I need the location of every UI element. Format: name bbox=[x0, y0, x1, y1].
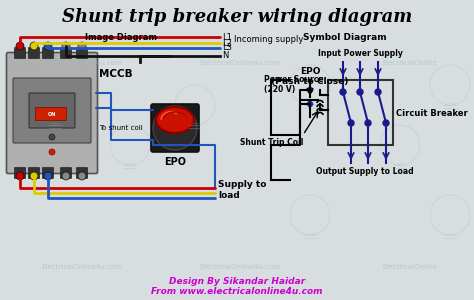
Circle shape bbox=[30, 42, 38, 50]
Text: ElectricalOnline4u.com: ElectricalOnline4u.com bbox=[42, 60, 122, 66]
Text: Input Power Supply: Input Power Supply bbox=[318, 50, 402, 58]
Text: From www.electricalonline4u.com: From www.electricalonline4u.com bbox=[151, 286, 323, 296]
FancyBboxPatch shape bbox=[61, 47, 72, 58]
Text: EPO
(Push to Close): EPO (Push to Close) bbox=[271, 67, 349, 86]
Circle shape bbox=[357, 89, 363, 95]
Text: To shunt coil: To shunt coil bbox=[99, 125, 143, 131]
Text: Image Diagram: Image Diagram bbox=[85, 33, 157, 42]
Text: Supply to
load: Supply to load bbox=[218, 180, 266, 200]
Circle shape bbox=[78, 172, 86, 180]
Text: Design By Sikandar Haidar: Design By Sikandar Haidar bbox=[169, 278, 305, 286]
Text: ElectricalOnline4u.com: ElectricalOnline4u.com bbox=[200, 60, 281, 66]
Bar bbox=[328, 80, 393, 145]
Circle shape bbox=[365, 120, 371, 126]
Circle shape bbox=[348, 120, 354, 126]
Circle shape bbox=[49, 149, 55, 155]
FancyBboxPatch shape bbox=[36, 107, 66, 121]
Text: ElectricalOnline: ElectricalOnline bbox=[383, 264, 438, 270]
Text: MCCB: MCCB bbox=[99, 69, 133, 79]
FancyBboxPatch shape bbox=[43, 167, 54, 178]
Circle shape bbox=[62, 172, 70, 180]
Circle shape bbox=[30, 172, 38, 180]
Text: Output Supply to Load: Output Supply to Load bbox=[316, 167, 414, 176]
Text: Shunt trip breaker wiring diagram: Shunt trip breaker wiring diagram bbox=[62, 8, 412, 26]
FancyBboxPatch shape bbox=[13, 78, 91, 143]
Text: EPO: EPO bbox=[164, 157, 186, 167]
Text: ElectricalOnline4u.com: ElectricalOnline4u.com bbox=[200, 264, 281, 270]
Circle shape bbox=[44, 42, 52, 50]
FancyBboxPatch shape bbox=[7, 52, 98, 173]
Circle shape bbox=[44, 172, 52, 180]
Text: ElectricalOnline4u.com: ElectricalOnline4u.com bbox=[42, 264, 122, 270]
Circle shape bbox=[153, 106, 197, 150]
Ellipse shape bbox=[156, 107, 194, 133]
Circle shape bbox=[308, 88, 312, 92]
FancyBboxPatch shape bbox=[28, 47, 39, 58]
Text: L3: L3 bbox=[222, 44, 232, 52]
Circle shape bbox=[49, 134, 55, 140]
Circle shape bbox=[16, 42, 24, 50]
Text: L1: L1 bbox=[222, 32, 232, 41]
Text: Incoming supply: Incoming supply bbox=[234, 35, 303, 44]
Text: L2: L2 bbox=[222, 38, 232, 47]
FancyBboxPatch shape bbox=[43, 47, 54, 58]
FancyBboxPatch shape bbox=[29, 93, 75, 128]
Circle shape bbox=[375, 89, 381, 95]
Circle shape bbox=[340, 89, 346, 95]
Text: N: N bbox=[222, 52, 228, 61]
FancyBboxPatch shape bbox=[76, 47, 88, 58]
Text: Shunt Trip Coil: Shunt Trip Coil bbox=[240, 138, 304, 147]
Circle shape bbox=[308, 101, 312, 106]
Circle shape bbox=[62, 42, 70, 50]
FancyBboxPatch shape bbox=[15, 47, 26, 58]
Text: Power Source
(220 V): Power Source (220 V) bbox=[264, 75, 324, 94]
FancyBboxPatch shape bbox=[15, 167, 26, 178]
Circle shape bbox=[16, 172, 24, 180]
FancyBboxPatch shape bbox=[151, 104, 199, 152]
Text: Symbol Diagram: Symbol Diagram bbox=[303, 33, 387, 42]
Text: ON: ON bbox=[48, 112, 56, 116]
Text: ElectricalOnline: ElectricalOnline bbox=[383, 60, 438, 66]
Text: Circuit Breaker: Circuit Breaker bbox=[396, 109, 468, 118]
FancyBboxPatch shape bbox=[28, 167, 39, 178]
FancyBboxPatch shape bbox=[76, 167, 88, 178]
Circle shape bbox=[78, 42, 86, 50]
Circle shape bbox=[383, 120, 389, 126]
FancyBboxPatch shape bbox=[61, 167, 72, 178]
